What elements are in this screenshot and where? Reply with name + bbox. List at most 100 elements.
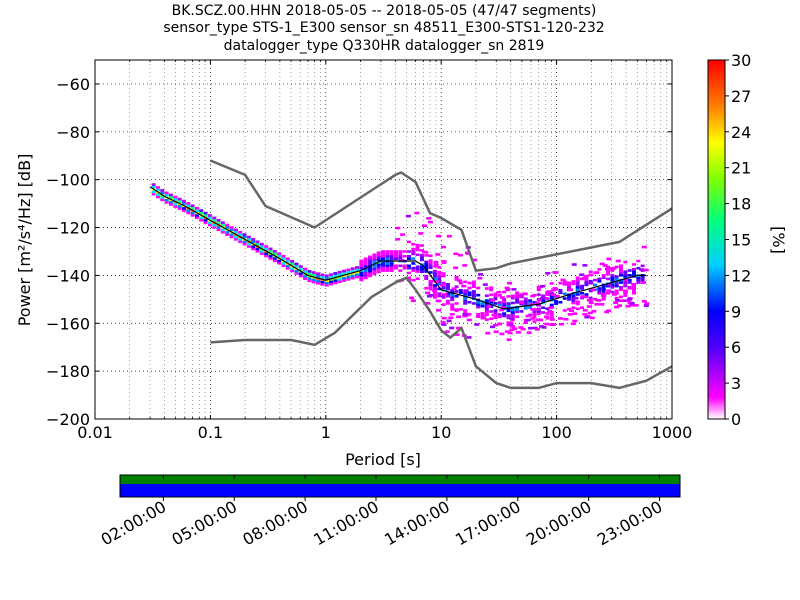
availability-frame bbox=[119, 474, 681, 498]
heatmap-cell bbox=[454, 285, 459, 288]
heatmap-cell bbox=[611, 267, 617, 270]
heatmap-cell bbox=[385, 262, 390, 265]
heatmap-cell bbox=[411, 242, 416, 246]
heatmap-cell bbox=[389, 250, 394, 253]
heatmap-cell bbox=[575, 281, 580, 284]
heatmap-cell bbox=[507, 331, 513, 335]
heatmap-cell bbox=[579, 273, 585, 276]
plot-title-line-1: BK.SCZ.00.HHN 2018-05-05 -- 2018-05-05 (… bbox=[171, 3, 597, 19]
heatmap-cell bbox=[477, 276, 483, 280]
heatmap-cell bbox=[428, 264, 433, 267]
heatmap-cell bbox=[623, 291, 628, 295]
heatmap-cell bbox=[424, 277, 429, 280]
heatmap-cell bbox=[406, 264, 411, 268]
heatmap-cell bbox=[168, 193, 173, 197]
heatmap-cell bbox=[216, 218, 221, 222]
heatmap-cell bbox=[570, 322, 576, 326]
heatmap-cell bbox=[631, 284, 636, 288]
colorbar-tick-label: 6 bbox=[731, 338, 741, 357]
heatmap-cell bbox=[528, 299, 533, 302]
heatmap-cell bbox=[424, 254, 430, 257]
heatmap-cell bbox=[385, 254, 390, 258]
heatmap-cell bbox=[333, 279, 338, 282]
heatmap-cell bbox=[372, 260, 377, 264]
heatmap-cell bbox=[582, 313, 588, 316]
heatmap-cell bbox=[342, 276, 347, 280]
heatmap-cell bbox=[530, 317, 536, 320]
heatmap-cell bbox=[359, 259, 364, 263]
heatmap-cell bbox=[419, 244, 424, 247]
heatmap-cell bbox=[593, 283, 598, 287]
heatmap-cell bbox=[433, 265, 439, 268]
heatmap-cell bbox=[519, 293, 524, 296]
heatmap-cell bbox=[440, 321, 446, 324]
heatmap-cell bbox=[567, 298, 572, 301]
heatmap-cell bbox=[251, 245, 256, 248]
heatmap-cell bbox=[290, 267, 295, 270]
heatmap-cell bbox=[424, 265, 429, 269]
heatmap-cell bbox=[515, 310, 520, 314]
heatmap-cell bbox=[406, 240, 411, 244]
heatmap-cell bbox=[427, 220, 433, 224]
heatmap-cell bbox=[422, 224, 428, 228]
heatmap-cell bbox=[264, 252, 269, 255]
heatmap-cell bbox=[604, 310, 610, 314]
heatmap-cell bbox=[471, 280, 476, 284]
heatmap-cell bbox=[385, 266, 390, 270]
heatmap-cell bbox=[476, 303, 481, 307]
heatmap-cell bbox=[539, 325, 545, 328]
heatmap-cell bbox=[225, 230, 230, 234]
heatmap-cell bbox=[359, 278, 364, 282]
heatmap-cell bbox=[526, 331, 532, 334]
heatmap-cell bbox=[445, 292, 450, 296]
heatmap-cell bbox=[168, 203, 173, 206]
heatmap-cell bbox=[372, 267, 377, 271]
heatmap-cell bbox=[489, 325, 495, 329]
heatmap-cell bbox=[499, 296, 505, 299]
heatmap-cell bbox=[428, 287, 433, 291]
heatmap-cell bbox=[272, 259, 277, 263]
heatmap-cell bbox=[385, 257, 390, 260]
heatmap-cell bbox=[528, 303, 534, 306]
heatmap-cell bbox=[540, 296, 546, 300]
heatmap-cell bbox=[551, 288, 557, 292]
heatmap-cell bbox=[558, 281, 563, 285]
heatmap-cell bbox=[493, 309, 498, 312]
heatmap-cell bbox=[290, 269, 295, 273]
heatmap-cell bbox=[376, 268, 381, 271]
x-tick-label: 100 bbox=[541, 423, 572, 442]
heatmap-cell bbox=[298, 267, 303, 271]
heatmap-cell bbox=[571, 282, 576, 286]
heatmap-cell bbox=[493, 311, 498, 315]
heatmap-cell bbox=[372, 253, 377, 257]
heatmap-cell bbox=[619, 269, 624, 272]
heatmap-cell bbox=[425, 302, 431, 305]
heatmap-cell bbox=[212, 223, 217, 227]
heatmap-cell bbox=[567, 313, 573, 316]
heatmap-cell bbox=[398, 252, 403, 256]
time-tick-label: 17:00:00 bbox=[452, 497, 524, 549]
heatmap-cell bbox=[151, 183, 156, 186]
heatmap-cell bbox=[528, 301, 533, 305]
heatmap-cell bbox=[406, 257, 411, 260]
heatmap-cell bbox=[445, 285, 450, 288]
heatmap-cell bbox=[582, 308, 588, 312]
heatmap-cell bbox=[584, 281, 589, 284]
heatmap-cell bbox=[456, 315, 462, 319]
heatmap-cell bbox=[453, 308, 459, 311]
heatmap-cell bbox=[376, 256, 381, 259]
heatmap-cell bbox=[467, 293, 472, 297]
heatmap-cell bbox=[575, 300, 580, 303]
heatmap-cell bbox=[450, 298, 455, 302]
heatmap-cell bbox=[437, 270, 442, 274]
heatmap-cell bbox=[324, 284, 329, 287]
heatmap-cell bbox=[457, 279, 463, 282]
heatmap-cell bbox=[530, 294, 536, 298]
heatmap-cell bbox=[455, 326, 461, 330]
heatmap-cell bbox=[173, 195, 178, 199]
heatmap-cell bbox=[619, 274, 624, 277]
heatmap-cell bbox=[199, 216, 204, 220]
colorbar-tick-label: 27 bbox=[731, 87, 751, 106]
heatmap-cell bbox=[484, 311, 489, 314]
heatmap-cell bbox=[458, 281, 463, 285]
